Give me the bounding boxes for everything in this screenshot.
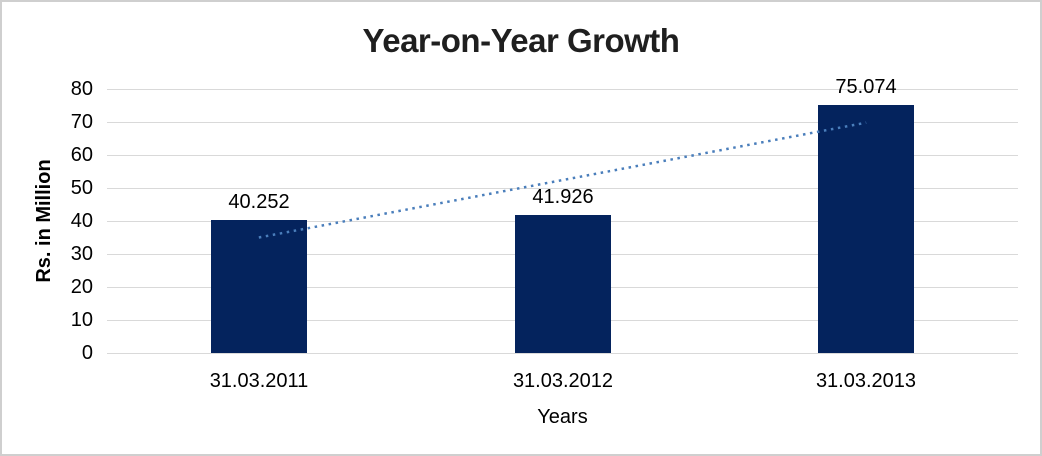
x-axis-tick-label: 31.03.2013	[815, 370, 917, 392]
x-axis-title: Years	[537, 406, 588, 428]
y-axis-tick-label: 50	[70, 177, 93, 199]
gridline	[107, 353, 1018, 354]
y-axis-tick-label: 30	[70, 243, 93, 265]
bar	[515, 215, 611, 353]
bar-value-label: 40.252	[228, 191, 290, 213]
y-axis-tick-label: 60	[70, 144, 93, 166]
bar	[211, 220, 307, 353]
y-axis-tick-label: 0	[81, 342, 93, 364]
y-axis-tick-label: 70	[70, 111, 93, 133]
y-axis-tick-label: 10	[70, 309, 93, 331]
y-axis-tick-label: 80	[70, 78, 93, 100]
y-axis-tick-label: 40	[70, 210, 93, 232]
gridline	[107, 89, 1018, 90]
x-axis-tick-label: 31.03.2012	[512, 370, 614, 392]
bar-value-label: 41.926	[532, 186, 594, 208]
chart-title: Year-on-Year Growth	[362, 22, 680, 59]
bar-value-label: 75.074	[835, 76, 897, 98]
bar	[818, 105, 914, 353]
y-axis-tick-label: 20	[70, 276, 93, 298]
x-axis-tick-label: 31.03.2011	[209, 370, 309, 392]
